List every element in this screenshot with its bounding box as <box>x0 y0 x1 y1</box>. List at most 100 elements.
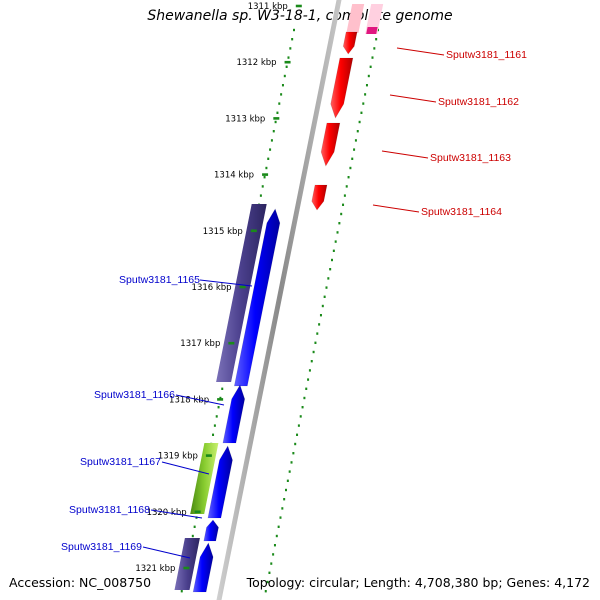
gene-label[interactable]: Sputw3181_1169 <box>61 541 142 553</box>
ruler-outer-dots <box>321 304 324 308</box>
ruler-outer-dots <box>307 378 310 381</box>
ruler-inner-dots <box>280 93 283 96</box>
ruler-outer-dots <box>331 258 333 262</box>
ruler-outer-dots <box>264 590 267 593</box>
gene-label[interactable]: Sputw3181_1162 <box>438 96 519 108</box>
ruler-outer-dots <box>272 553 275 556</box>
ruler-outer-dots <box>360 111 363 114</box>
ruler-outer-dots <box>279 516 282 519</box>
gene-arrow-1164 <box>311 184 328 211</box>
ruler-outer-dots <box>299 415 302 418</box>
ruler-outer-dots <box>290 461 293 464</box>
gene-label[interactable]: Sputw3181_1167 <box>80 456 161 468</box>
ruler-inner-dots <box>278 102 281 105</box>
ruler-tick-label: 1316 kbp <box>192 283 232 293</box>
ruler-outer-dots <box>266 580 269 584</box>
cog-bar-1161-pink <box>366 27 378 34</box>
gene-arrow-1168 <box>203 519 219 542</box>
topology-text: Topology: circular; Length: 4,708,380 bp… <box>246 575 590 590</box>
ruler-inner-dots <box>191 534 194 538</box>
ruler-tick <box>250 229 257 233</box>
gene-label[interactable]: Sputw3181_1161 <box>446 49 527 61</box>
ruler-inner-dots <box>281 84 284 87</box>
ruler-inner-dots <box>265 166 268 170</box>
ruler-inner-dots <box>272 130 275 133</box>
ruler-tick-label: 1311 kbp <box>248 2 288 12</box>
gene-features <box>174 4 384 593</box>
genome-backbone <box>216 0 342 600</box>
ruler-outer-dots <box>323 295 326 298</box>
ruler-outer-dots <box>373 47 376 50</box>
ruler-outer-dots <box>354 139 357 142</box>
ruler-outer-dots <box>281 507 284 510</box>
ruler-outer-dots <box>367 74 370 78</box>
ruler-inner-dots <box>212 433 215 436</box>
gene-label[interactable]: Sputw3181_1163 <box>430 152 511 164</box>
gene-arrow-1163 <box>320 122 341 167</box>
gene-arrow-1165 <box>233 208 281 387</box>
ruler-tick-label: 1321 kbp <box>135 564 175 574</box>
cog-bar-1165 <box>216 204 267 382</box>
ruler-outer-dots <box>319 314 322 317</box>
ruler-outer-dots <box>314 341 317 344</box>
ruler-outer-dots <box>268 571 271 574</box>
ruler-outer-dots <box>347 176 350 179</box>
ruler-outer-dots <box>283 498 286 501</box>
ruler-outer-dots <box>308 369 311 372</box>
backbone-line <box>216 0 342 600</box>
ruler-inner-dots <box>274 120 277 124</box>
gene-arrow-1167 <box>207 445 233 519</box>
gene-leader-line <box>372 204 420 213</box>
ruler-outer-dots <box>296 433 299 436</box>
gene-arrow-1162 <box>330 57 354 119</box>
gene-leader-line <box>396 47 445 56</box>
ruler-tick-label: 1315 kbp <box>203 227 243 237</box>
ruler-outer-dots <box>358 120 361 124</box>
ruler-tick <box>183 566 190 570</box>
gene-label[interactable]: Sputw3181_1164 <box>421 206 502 218</box>
ruler-tick <box>273 117 280 120</box>
ruler-outer-dots <box>343 194 346 197</box>
ruler-outer-dots <box>349 166 352 170</box>
ruler-outer-dots <box>270 562 273 565</box>
ruler-inner-dots <box>219 396 222 400</box>
ruler-inner-dots <box>221 387 224 390</box>
ruler-outer-dots <box>336 231 339 234</box>
ruler-tick-label: 1317 kbp <box>180 339 220 349</box>
ruler-tick-label: 1313 kbp <box>225 114 265 124</box>
gene-arrow-1161 <box>342 31 358 55</box>
ruler-inner-dots <box>193 525 196 528</box>
gene-label[interactable]: Sputw3181_1165 <box>119 274 200 286</box>
ruler-outer-dots <box>332 249 335 252</box>
ruler-tick-label: 1318 kbp <box>169 395 209 405</box>
gene-labels: Sputw3181_1161 Sputw3181_1162 Sputw3181_11… <box>61 47 527 559</box>
gene-arrow-1166 <box>222 384 246 444</box>
cog-bar-1167 <box>190 443 219 514</box>
ruler-inner-dots <box>259 194 262 197</box>
ruler-inner-dots <box>287 56 290 59</box>
ruler-outer-dots <box>275 534 278 538</box>
ruler-outer-dots <box>325 286 328 289</box>
ruler-outer-dots <box>353 148 356 151</box>
ruler-tick <box>205 454 212 457</box>
accession-text: Accession: NC_008750 <box>9 575 152 590</box>
ruler-outer-dots <box>273 544 276 547</box>
ruler-inner-dots <box>269 148 272 151</box>
gene-label[interactable]: Sputw3181_1166 <box>94 389 175 401</box>
ruler-tick-label: 1312 kbp <box>236 58 276 68</box>
ruler-outer-dots <box>365 84 368 87</box>
ruler-outer-dots <box>356 130 359 133</box>
ruler-tick <box>239 285 246 289</box>
gene-leader-line <box>142 546 191 559</box>
ruler-outer-dots <box>312 350 315 354</box>
ruler-outer-dots <box>340 212 343 216</box>
ruler-inner-dots <box>213 424 216 427</box>
cog-bar-1161b <box>365 4 384 34</box>
ruler-tick <box>228 341 235 345</box>
ruler-outer-dots <box>285 488 287 492</box>
ruler-outer-dots <box>334 240 337 243</box>
gene-leader-line <box>199 279 253 287</box>
gene-label[interactable]: Sputw3181_1168 <box>69 504 150 516</box>
ruler-outer-dots <box>301 406 304 409</box>
